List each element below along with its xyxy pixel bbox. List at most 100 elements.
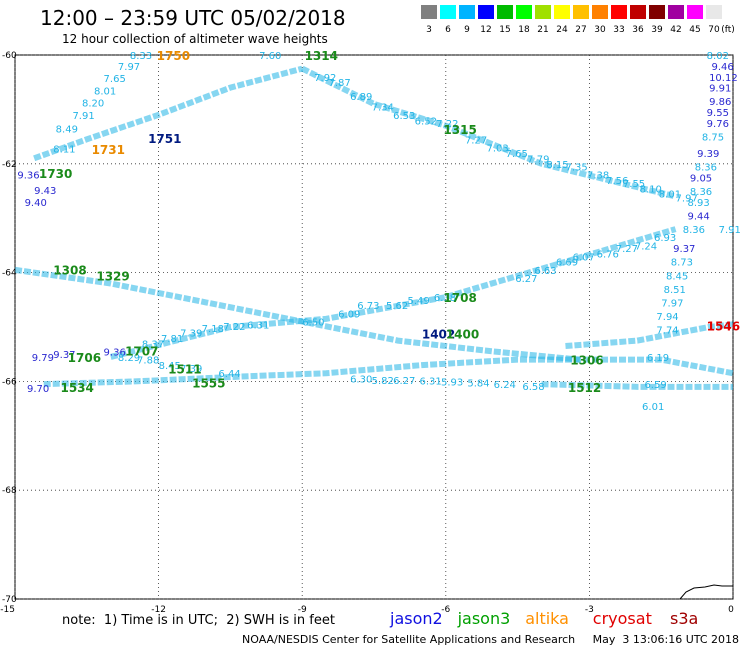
satellite-name: cryosat: [592, 609, 652, 628]
time-label: 1555: [192, 376, 225, 390]
swh-value: 8.36: [683, 225, 705, 236]
swh-value: 6.19: [647, 353, 669, 364]
swh-value: 6.31: [247, 320, 269, 331]
swh-value: 9.40: [25, 198, 47, 209]
swh-value: 6.27: [393, 376, 415, 387]
swh-value: 6.58: [522, 382, 544, 393]
credit-line: NOAA/NESDIS Center for Satellite Applica…: [242, 633, 740, 646]
swh-value: 6.89: [350, 92, 372, 103]
swh-value: 7.39: [180, 328, 202, 339]
swh-value: 8.75: [702, 133, 724, 144]
satellite-name: jason3: [457, 609, 511, 628]
swh-value: 8.93: [688, 198, 710, 209]
swh-value: 6.69: [556, 258, 578, 269]
track-band: [541, 381, 733, 390]
legend-unit: (ft): [721, 25, 735, 35]
swh-value: 9.70: [27, 384, 49, 395]
legend-swatch: [497, 5, 513, 19]
lon-tick-label: -12: [151, 605, 166, 615]
satellite-name: jason2: [390, 609, 443, 628]
swh-value: 7.97: [661, 299, 683, 310]
swh-value: 6.07: [573, 252, 595, 263]
coastline-outline: [679, 584, 733, 600]
swh-value: 8.51: [664, 285, 686, 296]
legend-label: 70: [708, 25, 720, 35]
track-band: [43, 356, 734, 388]
lat-tick-label: -68: [2, 486, 17, 496]
swh-value: 7.35: [565, 163, 587, 174]
legend-label: 9: [464, 25, 470, 35]
swh-value: 7.65: [506, 149, 528, 160]
time-label: 1314: [305, 49, 338, 63]
legend-label: 33: [613, 25, 625, 35]
time-label: 1511: [168, 362, 201, 376]
swh-value: 7.39: [180, 364, 202, 375]
swh-value: 7.94: [656, 312, 678, 323]
time-label: 1706: [68, 351, 101, 365]
legend-swatch: [687, 5, 703, 19]
legend-label: 30: [594, 25, 606, 35]
swh-value: 9.05: [690, 173, 712, 184]
track-band: [110, 226, 677, 360]
swh-value: 7.27: [616, 244, 638, 255]
legend-label: 36: [632, 25, 644, 35]
swh-value: 7.87: [329, 78, 351, 89]
time-label: 1751: [148, 132, 181, 146]
legend-swatch: [554, 5, 570, 19]
legend-label: 6: [445, 25, 451, 35]
satellite-name: altika: [525, 609, 569, 628]
swh-value: 6.76: [597, 250, 619, 261]
track-band: [565, 321, 734, 350]
swh-value: 7.91: [719, 225, 740, 236]
swh-value: 7.91: [72, 111, 94, 122]
legend-swatch: [668, 5, 684, 19]
swh-value: 7.97: [676, 194, 698, 205]
swh-value: 8.36: [695, 163, 717, 174]
graticule: [14, 54, 734, 600]
swh-value: 8.73: [671, 258, 693, 269]
legend-swatch: [440, 5, 456, 19]
swh-value: 6.53: [393, 111, 415, 122]
swh-value: 7.55: [623, 179, 645, 190]
lat-tick-label: -64: [2, 269, 17, 279]
time-label: 1315: [443, 123, 476, 137]
swh-value: 9.36: [17, 171, 39, 182]
legend-swatch: [421, 5, 437, 19]
swh-value: 6.24: [494, 380, 516, 391]
swh-value: 7.27: [465, 135, 487, 146]
swh-value: 9.43: [34, 186, 56, 197]
legend-swatch: [459, 5, 475, 19]
legend-label: 15: [499, 25, 511, 35]
swh-value: 9.39: [697, 149, 719, 160]
satellite-name: s3a: [670, 609, 699, 628]
legend-swatch: [592, 5, 608, 19]
time-label: 1308: [53, 263, 86, 277]
time-label: 1512: [568, 381, 601, 395]
page-subtitle: 12 hour collection of altimeter wave hei…: [62, 32, 328, 46]
axis-tick-labels: -15 -12 -9 -6 -3 0 -60 -62 -64 -66 -68 -70: [0, 51, 734, 615]
swh-value: 8.45: [159, 361, 181, 372]
legend-swatch: [573, 5, 589, 19]
legend-label: 18: [518, 25, 530, 35]
track-band: [300, 65, 677, 200]
swh-value: 7.92: [314, 73, 336, 84]
swh-value: 7.34: [372, 103, 394, 114]
swh-value: 5.93: [441, 377, 463, 388]
legend-swatch: [706, 5, 722, 19]
legend-label: 21: [537, 25, 549, 35]
lon-tick-label: -9: [298, 605, 307, 615]
swh-value: 7.56: [606, 176, 628, 187]
lat-tick-label: -66: [2, 377, 17, 387]
legend-label: 3: [426, 25, 432, 35]
swh-value: 8.37: [142, 339, 164, 350]
swh-value: 6.73: [357, 301, 379, 312]
swh-value: 9.37: [53, 350, 75, 361]
swh-value: 8.33: [130, 51, 152, 62]
swh-value: 9.55: [707, 108, 729, 119]
swh-value: 8.29: [118, 353, 140, 364]
time-label: 1707: [125, 344, 158, 358]
swh-value: 5.62: [386, 301, 408, 312]
swh-value: 9.76: [707, 119, 729, 130]
swh-value: 8.01: [659, 190, 681, 201]
